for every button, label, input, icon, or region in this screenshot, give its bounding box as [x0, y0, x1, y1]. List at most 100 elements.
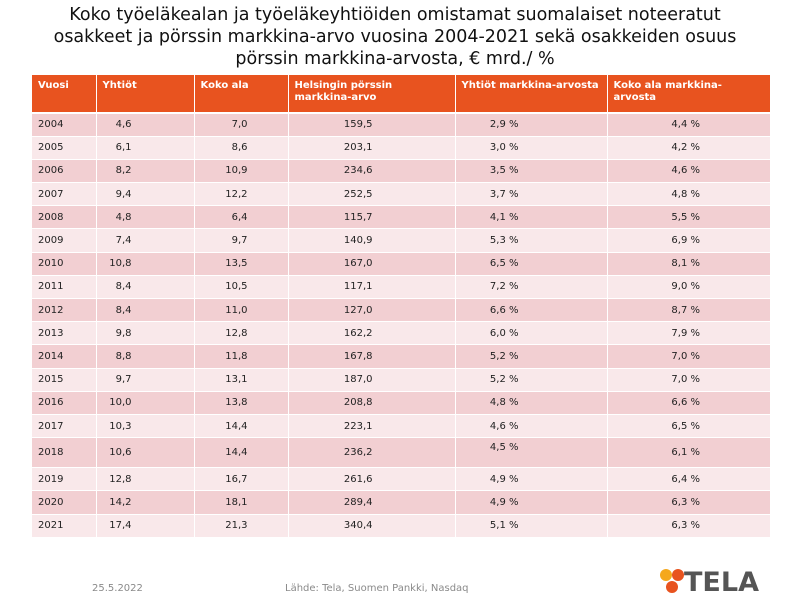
helsinki-market-cap-cell: 162,2	[287, 321, 455, 345]
helsinki-market-cap-cell: 340,4	[287, 513, 455, 538]
logo-orange-dot-bottom	[666, 581, 678, 593]
yhtiot-share-cell: 4,6 %	[454, 413, 607, 438]
yhtiot-share-cell: 6,6 %	[454, 297, 607, 322]
koko-ala-cell: 11,0	[193, 297, 288, 322]
logo-yellow-dot	[660, 569, 672, 581]
koko-ala-share-cell: 6,3 %	[606, 490, 770, 514]
yhtiot-share-cell: 4,9 %	[454, 490, 607, 514]
koko-ala-share-cell: 4,6 %	[606, 158, 770, 183]
chart-title: Koko työeläkealan ja työeläkeyhtiöiden o…	[20, 4, 770, 70]
column-header: Yhtiöt markkina-arvosta	[454, 75, 607, 114]
yhtiot-share-cell: 7,2 %	[454, 274, 607, 299]
table-row: 2010 10,8 13,5 167,0 6,5 % 8,1 %	[32, 251, 770, 276]
yhtiot-share-cell: 3,7 %	[454, 182, 607, 206]
helsinki-market-cap-cell: 115,7	[287, 205, 455, 229]
koko-ala-share-cell: 6,1 %	[606, 437, 770, 468]
column-header: Vuosi	[32, 75, 96, 114]
yhtiot-cell: 8,4	[95, 274, 194, 299]
yhtiot-cell: 4,6	[95, 112, 194, 137]
koko-ala-cell: 14,4	[193, 437, 288, 468]
year-cell: 2019	[32, 467, 96, 491]
yhtiot-share-cell: 4,5 %	[454, 437, 607, 468]
year-cell: 2005	[32, 135, 96, 160]
koko-ala-share-cell: 8,1 %	[606, 251, 770, 276]
year-cell: 2008	[32, 205, 96, 229]
koko-ala-share-cell: 6,4 %	[606, 467, 770, 491]
yhtiot-share-cell: 5,1 %	[454, 513, 607, 538]
table-row: 2015 9,7 13,1 187,0 5,2 % 7,0 %	[32, 367, 770, 392]
yhtiot-share-cell: 3,0 %	[454, 135, 607, 160]
yhtiot-cell: 10,6	[95, 437, 194, 468]
koko-ala-cell: 12,8	[193, 321, 288, 345]
koko-ala-cell: 13,8	[193, 390, 288, 415]
koko-ala-cell: 10,9	[193, 158, 288, 183]
table-row: 2008 4,8 6,4 115,7 4,1 % 5,5 %	[32, 205, 770, 229]
koko-ala-cell: 10,5	[193, 274, 288, 299]
year-cell: 2011	[32, 274, 96, 299]
table-row: 2006 8,2 10,9 234,6 3,5 % 4,6 %	[32, 158, 770, 183]
koko-ala-share-cell: 4,4 %	[606, 112, 770, 137]
year-cell: 2016	[32, 390, 96, 415]
yhtiot-share-cell: 4,8 %	[454, 390, 607, 415]
koko-ala-cell: 11,8	[193, 344, 288, 369]
table-row: 2021 17,4 21,3 340,4 5,1 % 6,3 %	[32, 513, 770, 538]
year-cell: 2014	[32, 344, 96, 369]
table-row: 2013 9,8 12,8 162,2 6,0 % 7,9 %	[32, 321, 770, 345]
table-row: 2004 4,6 7,0 159,5 2,9 % 4,4 %	[32, 112, 770, 137]
table-row: 2005 6,1 8,6 203,1 3,0 % 4,2 %	[32, 135, 770, 160]
koko-ala-share-cell: 6,9 %	[606, 228, 770, 253]
koko-ala-share-cell: 6,6 %	[606, 390, 770, 415]
yhtiot-cell: 8,8	[95, 344, 194, 369]
yhtiot-cell: 8,4	[95, 297, 194, 322]
yhtiot-share-cell: 4,9 %	[454, 467, 607, 491]
table-row: 2017 10,3 14,4 223,1 4,6 % 6,5 %	[32, 413, 770, 438]
koko-ala-share-cell: 5,5 %	[606, 205, 770, 229]
koko-ala-share-cell: 9,0 %	[606, 274, 770, 299]
koko-ala-cell: 13,1	[193, 367, 288, 392]
year-cell: 2021	[32, 513, 96, 538]
helsinki-market-cap-cell: 140,9	[287, 228, 455, 253]
data-table: Vuosi Yhtiöt Koko ala Helsingin pörssin mar…	[32, 75, 770, 538]
helsinki-market-cap-cell: 261,6	[287, 467, 455, 491]
koko-ala-share-cell: 4,8 %	[606, 182, 770, 206]
year-cell: 2017	[32, 413, 96, 438]
year-cell: 2020	[32, 490, 96, 514]
helsinki-market-cap-cell: 203,1	[287, 135, 455, 160]
koko-ala-cell: 9,7	[193, 228, 288, 253]
table-row: 2011 8,4 10,5 117,1 7,2 % 9,0 %	[32, 274, 770, 299]
koko-ala-cell: 7,0	[193, 112, 288, 137]
koko-ala-share-cell: 7,0 %	[606, 344, 770, 369]
year-cell: 2007	[32, 182, 96, 206]
yhtiot-share-cell: 5,3 %	[454, 228, 607, 253]
year-cell: 2018	[32, 437, 96, 468]
yhtiot-share-cell: 5,2 %	[454, 344, 607, 369]
yhtiot-share-cell: 6,5 %	[454, 251, 607, 276]
helsinki-market-cap-cell: 187,0	[287, 367, 455, 392]
table-body: 2004 4,6 7,0 159,5 2,9 % 4,4 % 2005 6,1 8,6 203,1…	[32, 112, 770, 538]
yhtiot-cell: 10,8	[95, 251, 194, 276]
yhtiot-cell: 8,2	[95, 158, 194, 183]
table-row: 2009 7,4 9,7 140,9 5,3 % 6,9 %	[32, 228, 770, 253]
year-cell: 2013	[32, 321, 96, 345]
yhtiot-cell: 9,7	[95, 367, 194, 392]
koko-ala-share-cell: 4,2 %	[606, 135, 770, 160]
koko-ala-cell: 14,4	[193, 413, 288, 438]
table-row: 2020 14,2 18,1 289,4 4,9 % 6,3 %	[32, 490, 770, 514]
yhtiot-cell: 7,4	[95, 228, 194, 253]
table-row: 2019 12,8 16,7 261,6 4,9 % 6,4 %	[32, 467, 770, 491]
yhtiot-share-cell: 6,0 %	[454, 321, 607, 345]
helsinki-market-cap-cell: 252,5	[287, 182, 455, 206]
koko-ala-share-cell: 6,3 %	[606, 513, 770, 538]
helsinki-market-cap-cell: 223,1	[287, 413, 455, 438]
helsinki-market-cap-cell: 117,1	[287, 274, 455, 299]
yhtiot-share-cell: 3,5 %	[454, 158, 607, 183]
koko-ala-cell: 6,4	[193, 205, 288, 229]
footer-source: Lähde: Tela, Suomen Pankki, Nasdaq	[285, 583, 469, 594]
table-row: 2014 8,8 11,8 167,8 5,2 % 7,0 %	[32, 344, 770, 369]
footer-date: 25.5.2022	[92, 583, 143, 594]
helsinki-market-cap-cell: 159,5	[287, 112, 455, 137]
koko-ala-share-cell: 7,0 %	[606, 367, 770, 392]
year-cell: 2015	[32, 367, 96, 392]
koko-ala-share-cell: 8,7 %	[606, 297, 770, 322]
column-header: Koko ala markkina-arvosta	[606, 75, 770, 114]
